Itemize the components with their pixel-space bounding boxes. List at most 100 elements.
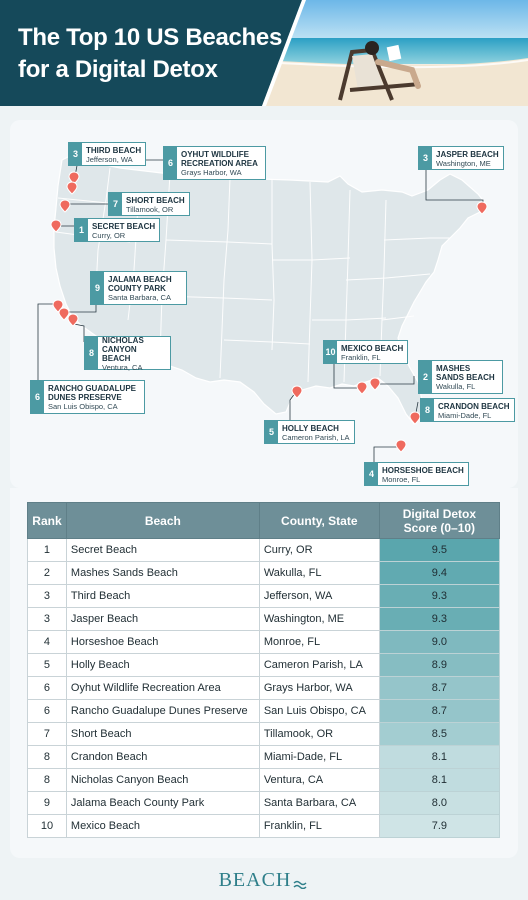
cell-rank: 5 — [27, 653, 67, 677]
cell-score: 9.4 — [378, 561, 501, 585]
label-location: Franklin, FL — [341, 352, 381, 362]
cell-beach: Third Beach — [65, 584, 260, 608]
cell-county: Santa Barbara, CA — [258, 791, 380, 815]
label-location: Grays Harbor, WA — [181, 168, 242, 177]
label-location: Cameron Parish, LA — [282, 432, 350, 442]
cell-county: Tillamook, OR — [258, 722, 380, 746]
cell-beach: Crandon Beach — [65, 745, 260, 769]
label-name: Holly Beach — [282, 423, 339, 433]
label-location: Santa Barbara, CA — [108, 293, 171, 302]
table-row: 7 Short Beach Tillamook, OR 8.5 — [27, 722, 501, 746]
cell-county: Miami-Dade, FL — [258, 745, 380, 769]
cell-county: Wakulla, FL — [258, 561, 380, 585]
cell-score: 9.3 — [378, 584, 501, 608]
cell-score: 8.1 — [378, 745, 501, 769]
map-marker-icon — [291, 385, 303, 399]
map-marker-icon — [59, 199, 71, 213]
table-row: 3 Third Beach Jefferson, WA 9.3 — [27, 584, 501, 608]
cell-score: 9.0 — [378, 630, 501, 654]
cell-county: Ventura, CA — [258, 768, 380, 792]
map-label-crandon-beach: 8 Crandon Beach Miami-Dade, FL — [420, 398, 515, 422]
cell-score: 8.7 — [378, 676, 501, 700]
cell-beach: Mashes Sands Beach — [65, 561, 260, 585]
table-row: 5 Holly Beach Cameron Parish, LA 8.9 — [27, 653, 501, 677]
cell-county: San Luis Obispo, CA — [258, 699, 380, 723]
label-location: Washington, ME — [436, 158, 491, 168]
table-header-row: Rank Beach County, State Digital Detox Sc… — [27, 502, 501, 539]
cell-rank: 8 — [27, 768, 67, 792]
cell-beach: Nicholas Canyon Beach — [65, 768, 260, 792]
label-location: Tillamook, OR — [126, 204, 174, 214]
label-location: Jefferson, WA — [86, 154, 133, 164]
wave-icon — [293, 880, 307, 889]
brand-logo: BEACH — [218, 868, 292, 891]
table-row: 1 Secret Beach Curry, OR 9.5 — [27, 538, 501, 562]
label-name: Jalama Beach County Park — [108, 275, 172, 293]
title-panel — [0, 0, 306, 106]
cell-beach: Horseshoe Beach — [65, 630, 260, 654]
cell-beach: Rancho Guadalupe Dunes Preserve — [65, 699, 260, 723]
cell-rank: 8 — [27, 745, 67, 769]
cell-county: Curry, OR — [258, 538, 380, 562]
label-rank: 6 — [31, 381, 44, 413]
label-name: Oyhut Wildlife Recreation Area — [181, 150, 258, 168]
label-name: Mexico Beach — [341, 343, 404, 353]
footer: BEACH — [0, 860, 528, 900]
map-label-rancho-guadalupe: 6 Rancho Guadalupe Dunes Preserve San Lui… — [30, 380, 145, 414]
label-rank: 5 — [265, 421, 278, 443]
cell-county: Grays Harbor, WA — [258, 676, 380, 700]
header-score-line-1: Digital Detox — [402, 506, 477, 521]
cell-score: 8.9 — [378, 653, 501, 677]
cell-rank: 3 — [27, 584, 67, 608]
title-line-2: for a Digital Detox — [18, 56, 218, 83]
cell-score: 8.7 — [378, 699, 501, 723]
map-marker-icon — [67, 313, 79, 327]
cell-rank: 2 — [27, 561, 67, 585]
cell-beach: Jasper Beach — [65, 607, 260, 631]
label-location: Miami-Dade, FL — [438, 410, 492, 420]
map-label-jalama: 9 Jalama Beach County Park Santa Barbara,… — [90, 271, 187, 305]
label-rank: 9 — [91, 272, 104, 304]
cell-score: 9.5 — [378, 538, 501, 562]
map-marker-icon — [66, 181, 78, 195]
label-rank: 4 — [365, 463, 378, 485]
cell-county: Cameron Parish, LA — [258, 653, 380, 677]
label-name: Crandon Beach — [438, 401, 510, 411]
cell-beach: Holly Beach — [65, 653, 260, 677]
ranking-table: Rank Beach County, State Digital Detox Sc… — [27, 502, 501, 838]
cell-rank: 6 — [27, 699, 67, 723]
table-row: 6 Rancho Guadalupe Dunes Preserve San Luis… — [27, 699, 501, 723]
map-label-holly-beach: 5 Holly Beach Cameron Parish, LA — [264, 420, 355, 444]
cell-score: 9.3 — [378, 607, 501, 631]
cell-rank: 1 — [27, 538, 67, 562]
cell-beach: Jalama Beach County Park — [65, 791, 260, 815]
table-row: 6 Oyhut Wildlife Recreation Area Grays Har… — [27, 676, 501, 700]
table-row: 3 Jasper Beach Washington, ME 9.3 — [27, 607, 501, 631]
map-marker-icon — [409, 411, 421, 425]
label-rank: 7 — [109, 193, 122, 215]
label-rank: 8 — [421, 399, 434, 421]
map-label-third-beach: 3 Third Beach Jefferson, WA — [68, 142, 147, 166]
table-row: 8 Nicholas Canyon Beach Ventura, CA 8.1 — [27, 768, 501, 792]
map-label-secret-beach: 1 Secret Beach Curry, OR — [74, 218, 161, 242]
cell-score: 8.5 — [378, 722, 501, 746]
map-label-short-beach: 7 Short Beach Tillamook, OR — [108, 192, 190, 216]
label-name: Horseshoe Beach — [382, 465, 464, 475]
title-line-1: The Top 10 US Beaches — [18, 24, 283, 51]
map-label-oyhut: 6 Oyhut Wildlife Recreation Area Grays Ha… — [163, 146, 266, 180]
label-rank: 1 — [75, 219, 88, 241]
cell-rank: 4 — [27, 630, 67, 654]
header-score-line-2: Score (0–10) — [403, 520, 476, 535]
label-rank: 6 — [164, 147, 177, 179]
cell-county: Jefferson, WA — [258, 584, 380, 608]
label-location: Ventura, CA — [102, 362, 143, 372]
header-rank: Rank — [27, 502, 67, 539]
cell-score: 8.1 — [378, 768, 501, 792]
cell-score: 7.9 — [378, 814, 501, 838]
cell-county: Franklin, FL — [258, 814, 380, 838]
label-location: Curry, OR — [92, 230, 126, 240]
table-row: 10 Mexico Beach Franklin, FL 7.9 — [27, 814, 501, 838]
label-location: Wakulla, FL — [436, 382, 476, 391]
table-row: 9 Jalama Beach County Park Santa Barbara, … — [27, 791, 501, 815]
label-rank: 3 — [69, 143, 82, 165]
